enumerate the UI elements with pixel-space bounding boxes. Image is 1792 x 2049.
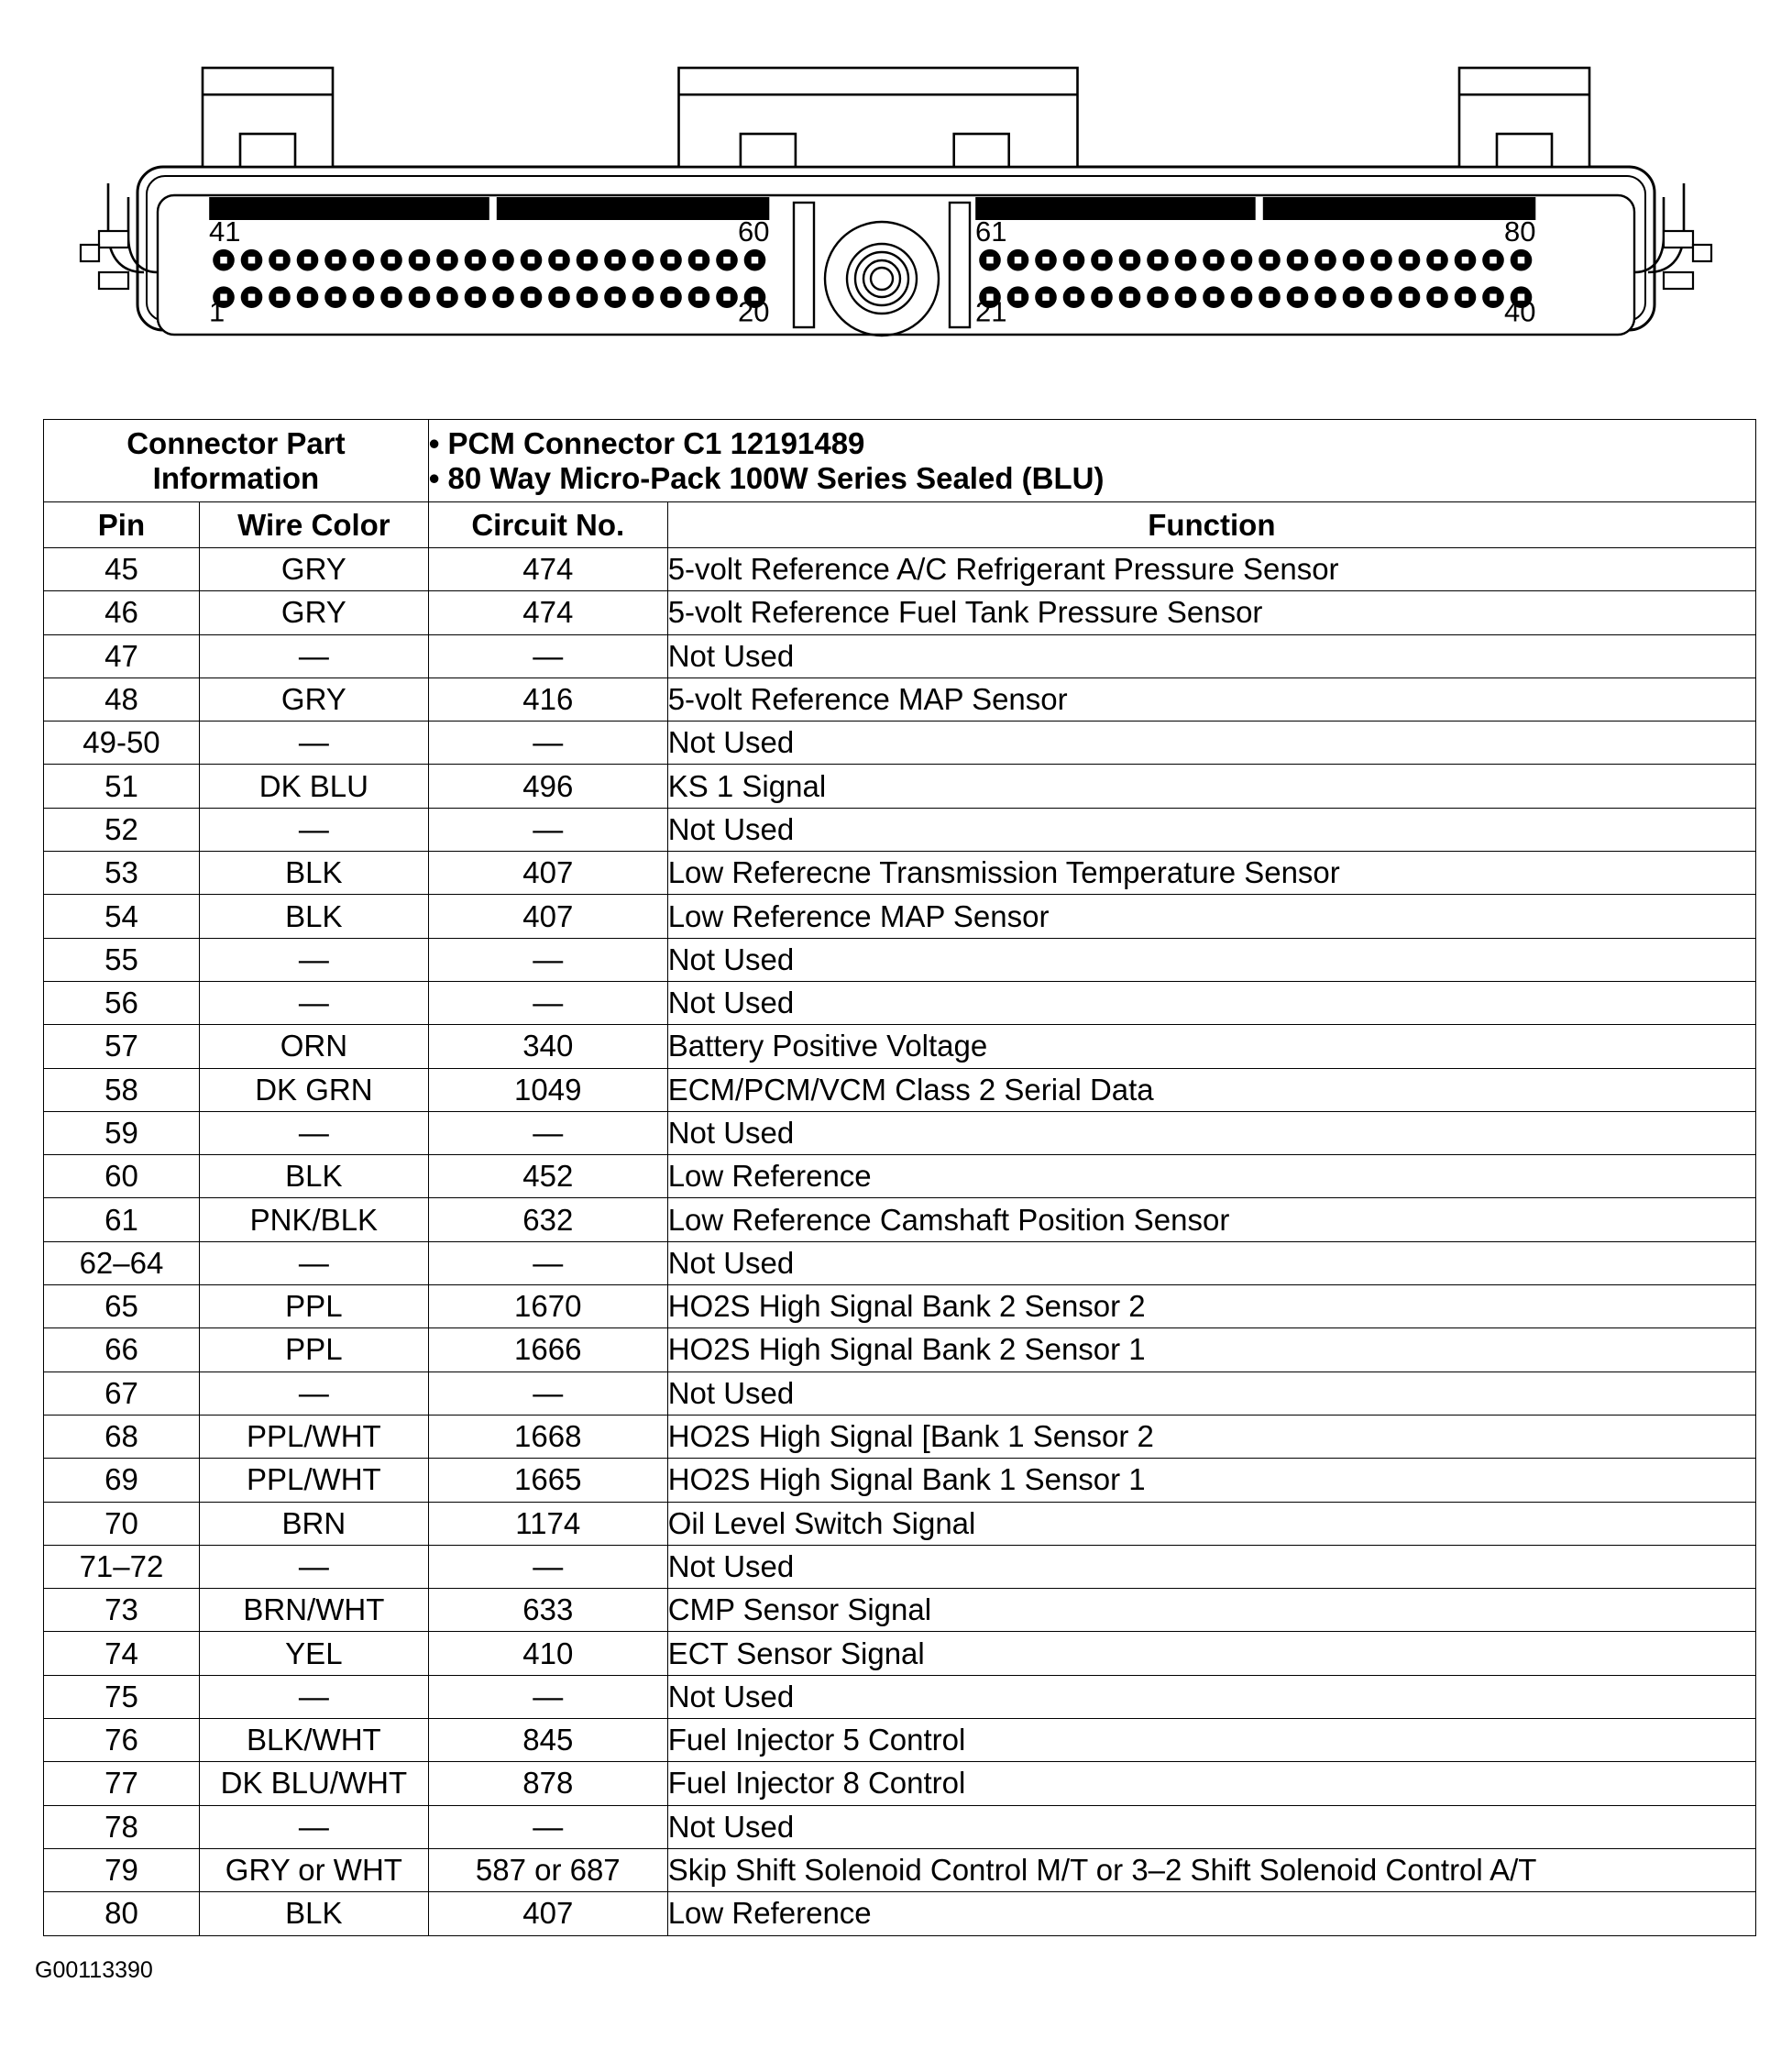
svg-text:61: 61 — [975, 215, 1006, 248]
svg-text:21: 21 — [975, 295, 1006, 327]
svg-text:60: 60 — [738, 215, 769, 248]
svg-text:1: 1 — [209, 295, 225, 327]
svg-text:40: 40 — [1504, 295, 1535, 327]
svg-text:80: 80 — [1504, 215, 1535, 248]
svg-text:41: 41 — [209, 215, 240, 248]
svg-text:20: 20 — [738, 295, 769, 327]
